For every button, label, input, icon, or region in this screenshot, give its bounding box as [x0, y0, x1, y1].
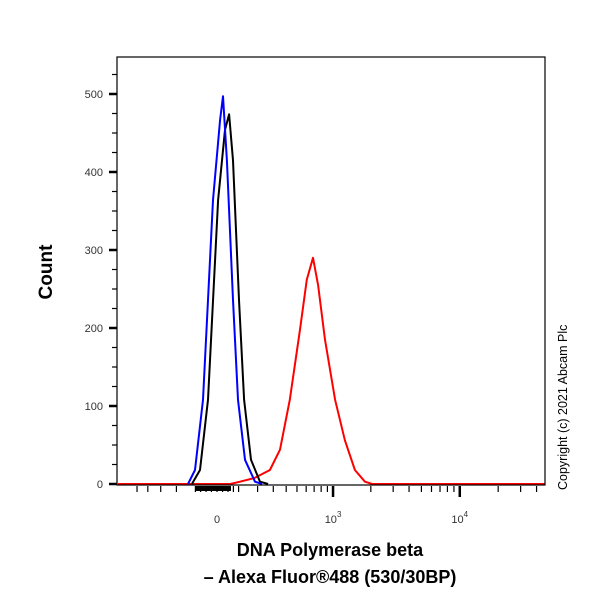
histogram-series-2: [118, 256, 545, 485]
y-tick-label: 0: [97, 479, 103, 491]
x-tick-label: 0: [214, 514, 220, 526]
x-tick-label: 104: [451, 510, 468, 526]
y-tick-label: 100: [85, 401, 103, 413]
copyright-watermark: Copyright (c) 2021 Abcam Plc: [556, 325, 570, 490]
y-tick-label: 400: [85, 167, 103, 179]
y-tick-label: 300: [85, 245, 103, 257]
x-zero-region-ticks: [195, 486, 231, 491]
y-tick-label: 500: [85, 89, 103, 101]
plot-frame: [116, 56, 546, 486]
y-tick-label: 200: [85, 323, 103, 335]
histogram-series-0: [187, 95, 263, 485]
histogram-series-1: [191, 113, 269, 485]
x-axis-label-line1: DNA Polymerase beta: [237, 540, 424, 560]
y-axis-label: Count: [36, 244, 57, 300]
x-tick-label: 103: [325, 510, 342, 526]
x-axis-label-line2: – Alexa Fluor®488 (530/30BP): [204, 567, 457, 587]
